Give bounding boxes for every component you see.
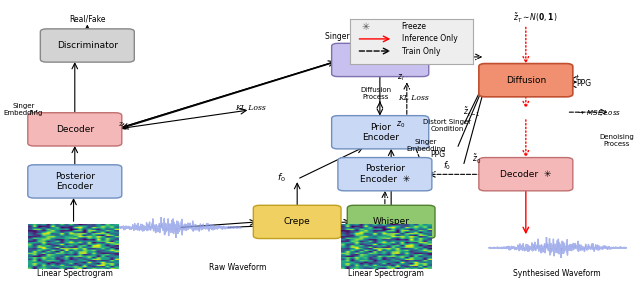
Text: $\tilde{z}_{t-1}$: $\tilde{z}_{t-1}$ [463,106,481,119]
Text: Singer Embedding: Singer Embedding [324,32,395,41]
Text: KL Loss: KL Loss [397,94,428,102]
FancyBboxPatch shape [40,29,134,62]
Text: Singer
Embedding: Singer Embedding [406,140,445,152]
Text: Synthesised Waveform: Synthesised Waveform [513,269,601,278]
FancyBboxPatch shape [479,64,573,97]
FancyBboxPatch shape [332,43,429,77]
Text: $z_0$: $z_0$ [396,119,405,130]
Text: Decoder  ✳: Decoder ✳ [500,170,552,179]
Text: t: t [576,74,579,82]
Text: Whisper: Whisper [372,218,410,226]
Text: $f_0$: $f_0$ [444,160,452,173]
Text: $\tilde{z}_T \sim N(\mathbf{0},\mathbf{1})$: $\tilde{z}_T \sim N(\mathbf{0},\mathbf{1… [513,12,557,25]
Text: Denoising
Process: Denoising Process [599,134,634,147]
Text: Singer
Embedding: Singer Embedding [4,103,43,116]
Text: Real/Fake: Real/Fake [69,14,106,23]
Text: $z_1$: $z_1$ [396,42,405,53]
Text: Crepe: Crepe [284,218,310,226]
FancyBboxPatch shape [348,205,435,239]
Text: Discriminator: Discriminator [57,41,118,50]
FancyBboxPatch shape [332,116,429,149]
FancyBboxPatch shape [28,113,122,146]
Text: Raw Waveform: Raw Waveform [209,263,266,272]
Text: Linear Spectrogram: Linear Spectrogram [37,269,113,278]
Text: Diffusion
Process: Diffusion Process [360,87,391,100]
Text: Distort Singer
Condition: Distort Singer Condition [424,119,472,132]
FancyBboxPatch shape [253,205,341,239]
Text: Decoder: Decoder [56,125,94,134]
Text: Diffusion: Diffusion [506,76,546,85]
Text: Linear Spectrogram: Linear Spectrogram [348,269,424,278]
Text: Prior
Encoder: Prior Encoder [362,123,399,142]
FancyBboxPatch shape [28,165,122,198]
Text: PPG: PPG [431,150,445,159]
Text: $\tilde{z}_0$: $\tilde{z}_0$ [472,152,481,166]
FancyBboxPatch shape [338,158,432,191]
Text: Flow: Flow [370,55,390,65]
Text: Posterior
Encoder  ✳: Posterior Encoder ✳ [360,164,410,184]
Text: $\rightarrow$ MSE Loss: $\rightarrow$ MSE Loss [576,108,621,117]
Text: z: z [118,120,122,128]
FancyBboxPatch shape [479,158,573,191]
Text: PPG: PPG [576,79,591,88]
Text: KL Loss: KL Loss [235,105,266,112]
Text: $f_0$: $f_0$ [277,172,286,184]
Text: Posterior
Encoder: Posterior Encoder [55,172,95,191]
Text: $z_i$: $z_i$ [397,73,404,83]
